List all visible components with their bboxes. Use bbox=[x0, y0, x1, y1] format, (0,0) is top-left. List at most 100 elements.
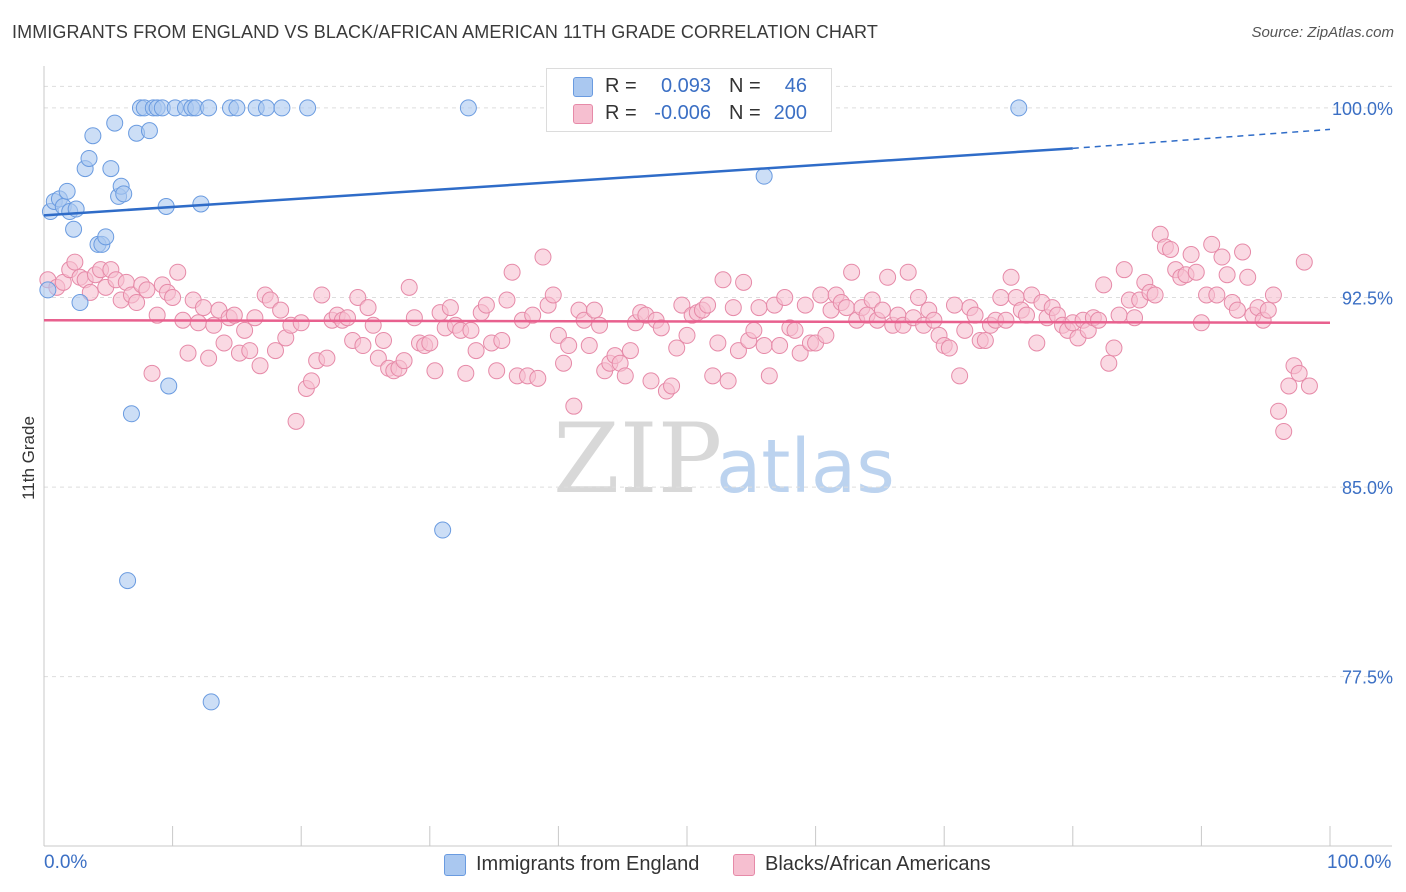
black-point bbox=[534, 248, 552, 266]
black-point bbox=[745, 321, 763, 339]
black-point bbox=[467, 342, 485, 360]
black-point bbox=[652, 319, 670, 337]
england-legend-swatch bbox=[444, 854, 466, 876]
y-tick-label: 92.5% bbox=[1342, 288, 1393, 308]
legend-label: Blacks/African Americans bbox=[765, 853, 991, 875]
england-point bbox=[97, 228, 115, 246]
england-point bbox=[71, 294, 89, 312]
england-trend-line bbox=[43, 147, 1073, 217]
england-point bbox=[65, 220, 83, 238]
black-point bbox=[369, 349, 387, 367]
black-point bbox=[318, 349, 336, 367]
black-point bbox=[66, 253, 84, 271]
black-point bbox=[699, 296, 717, 314]
black-point bbox=[1280, 377, 1298, 395]
england-point bbox=[122, 405, 140, 423]
black-point bbox=[951, 367, 969, 385]
black-point bbox=[1090, 311, 1108, 329]
black-point bbox=[272, 301, 290, 319]
black-point bbox=[359, 299, 377, 317]
r-label: R = bbox=[605, 75, 637, 97]
black-point bbox=[493, 331, 511, 349]
black-point bbox=[251, 357, 269, 375]
england-point bbox=[1010, 99, 1028, 117]
black-point bbox=[302, 372, 320, 390]
black-point bbox=[1270, 402, 1288, 420]
black-point bbox=[477, 296, 495, 314]
black-trend-line bbox=[43, 318, 1331, 325]
black-point bbox=[1228, 301, 1246, 319]
black-point bbox=[678, 326, 696, 344]
black-point bbox=[1213, 248, 1231, 266]
black-point bbox=[287, 412, 305, 430]
black-point bbox=[503, 263, 521, 281]
black-point bbox=[138, 281, 156, 299]
black-point bbox=[1095, 276, 1113, 294]
black-point bbox=[524, 306, 542, 324]
black-point bbox=[642, 372, 660, 390]
black-point bbox=[457, 364, 475, 382]
black-point bbox=[215, 334, 233, 352]
black-point bbox=[1105, 339, 1123, 357]
stats-legend: R = 0.093 N = 46 R = -0.006 N = 200 bbox=[546, 68, 832, 132]
black-point bbox=[498, 291, 516, 309]
black-point bbox=[1100, 354, 1118, 372]
r-value: 0.093 bbox=[660, 75, 711, 97]
black-point bbox=[313, 286, 331, 304]
black-point bbox=[1208, 286, 1226, 304]
y-tick-label: 100.0% bbox=[1332, 99, 1393, 119]
black-point bbox=[189, 314, 207, 332]
black-point bbox=[338, 309, 356, 327]
black-point bbox=[786, 321, 804, 339]
black-point bbox=[143, 364, 161, 382]
black-point bbox=[997, 311, 1015, 329]
x-tick-min: 0.0% bbox=[44, 852, 88, 873]
chart-title: IMMIGRANTS FROM ENGLAND VS BLACK/AFRICAN… bbox=[12, 22, 878, 42]
england-point bbox=[299, 99, 317, 117]
n-value: 200 bbox=[773, 102, 807, 124]
black-point bbox=[940, 339, 958, 357]
black-point bbox=[1290, 364, 1308, 382]
black-point bbox=[755, 337, 773, 355]
england-point bbox=[459, 99, 477, 117]
black-point bbox=[292, 314, 310, 332]
black-point bbox=[405, 309, 423, 327]
black-point bbox=[909, 288, 927, 306]
black-point bbox=[724, 299, 742, 317]
black-point bbox=[349, 288, 367, 306]
england-point bbox=[200, 99, 218, 117]
black-point bbox=[241, 342, 259, 360]
y-tick-label: 77.5% bbox=[1342, 668, 1393, 688]
n-value: 46 bbox=[784, 75, 807, 97]
black-legend-swatch bbox=[733, 854, 755, 876]
black-point bbox=[1187, 263, 1205, 281]
black-point bbox=[426, 362, 444, 380]
black-point bbox=[1203, 235, 1221, 253]
black-point bbox=[843, 263, 861, 281]
black-point bbox=[1146, 286, 1164, 304]
black-point bbox=[555, 354, 573, 372]
black-point bbox=[565, 397, 583, 415]
black-point bbox=[668, 339, 686, 357]
black-point bbox=[719, 372, 737, 390]
black-point bbox=[863, 291, 881, 309]
black-point bbox=[709, 334, 727, 352]
black-point bbox=[760, 367, 778, 385]
series-legend: Immigrants from England Blacks/African A… bbox=[0, 852, 1406, 878]
black-swatch bbox=[573, 104, 593, 124]
black-point bbox=[750, 299, 768, 317]
black-point bbox=[673, 296, 691, 314]
black-point bbox=[1295, 253, 1313, 271]
black-point bbox=[529, 369, 547, 387]
black-point bbox=[735, 273, 753, 291]
black-point bbox=[179, 344, 197, 362]
black-point bbox=[441, 299, 459, 317]
black-point bbox=[462, 321, 480, 339]
y-tick-label: 85.0% bbox=[1342, 478, 1393, 498]
black-point bbox=[354, 337, 372, 355]
black-point bbox=[169, 263, 187, 281]
black-point bbox=[956, 321, 974, 339]
black-point bbox=[544, 286, 562, 304]
black-point bbox=[560, 337, 578, 355]
